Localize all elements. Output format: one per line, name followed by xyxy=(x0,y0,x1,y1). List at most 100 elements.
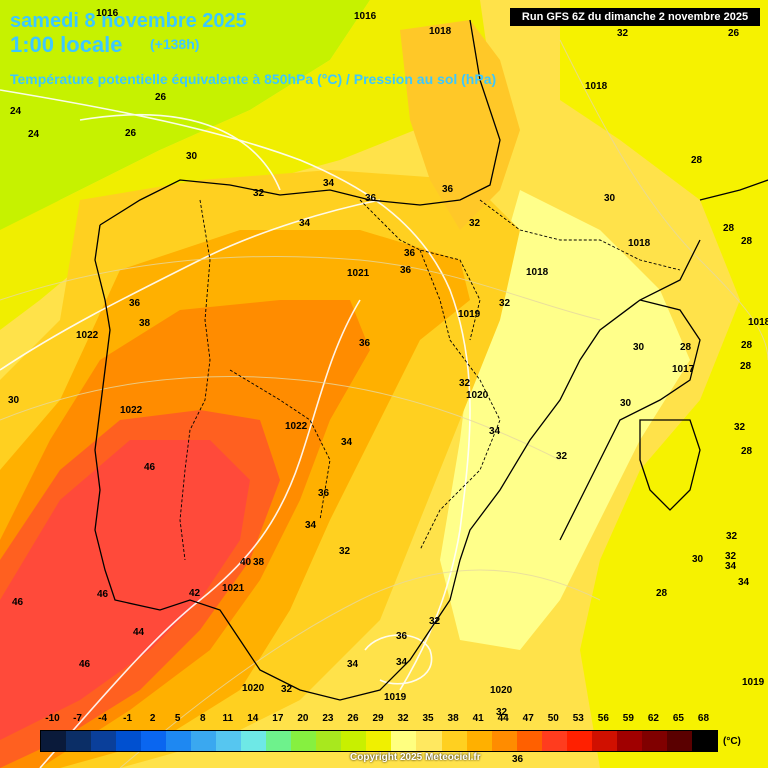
pressure-label: 1020 xyxy=(466,390,489,401)
temp-label: 38 xyxy=(139,318,151,329)
temp-label: 30 xyxy=(620,398,632,409)
bottom-temp-label: 36 xyxy=(512,754,524,765)
legend-swatch xyxy=(166,731,192,751)
temp-label: 30 xyxy=(604,193,616,204)
red-core-region xyxy=(0,440,250,740)
temp-label: 26 xyxy=(728,28,740,39)
temp-label: 34 xyxy=(396,657,408,668)
temp-label: 32 xyxy=(499,298,511,309)
yellow-region-north xyxy=(0,0,490,330)
temp-label: 36 xyxy=(404,248,416,259)
run-banner: Run GFS 6Z du dimanche 2 novembre 2025 xyxy=(510,8,760,26)
legend-tick-label: 17 xyxy=(272,713,284,724)
temp-label: 36 xyxy=(359,338,371,349)
legend-tick-label: 8 xyxy=(199,713,206,724)
isobars xyxy=(0,89,471,768)
legend-tick-label: 26 xyxy=(347,713,359,724)
pressure-label: 1018 xyxy=(429,26,452,37)
legend-swatch xyxy=(691,731,717,751)
legend-swatch xyxy=(141,731,167,751)
legend-tick-label: 68 xyxy=(697,713,710,724)
legend-swatch xyxy=(366,731,392,751)
temp-label: 24 xyxy=(10,106,22,117)
legend-tick-label: -4 xyxy=(98,713,108,724)
pressure-label: 1019 xyxy=(458,309,481,320)
temp-label: 28 xyxy=(741,340,753,351)
pressure-label: 1021 xyxy=(222,583,245,594)
temp-label: 32 xyxy=(734,422,746,433)
pressure-label: 1022 xyxy=(76,330,99,341)
temp-label: 30 xyxy=(692,554,704,565)
legend-swatch xyxy=(191,731,217,751)
temp-label: 28 xyxy=(691,155,703,166)
legend-swatch xyxy=(491,731,517,751)
temp-label: 38 xyxy=(253,557,265,568)
legend-tick-label: 65 xyxy=(672,713,684,724)
legend-swatch xyxy=(41,731,67,751)
legend-tick-label: 41 xyxy=(472,713,484,724)
pressure-label: 1022 xyxy=(120,405,143,416)
legend-ticks: -10 -7 -4 -1 2 5 8 11 14 17 20 23 26 29 32 35 38 41 44 47 50… xyxy=(40,713,716,727)
temp-label: 36 xyxy=(400,265,412,276)
temp-label: 32 xyxy=(469,218,481,229)
legend-tick-label: 2 xyxy=(149,713,156,724)
temp-label: 36 xyxy=(129,298,141,309)
temp-label: 32 xyxy=(339,546,351,557)
yellow-region-east xyxy=(560,0,768,768)
pressure-label: 1022 xyxy=(285,421,308,432)
copyright: Copyright 2025 Meteociel.fr xyxy=(350,752,481,763)
temp-label: 40 xyxy=(240,557,252,568)
legend-swatch xyxy=(241,731,267,751)
temp-label: 30 xyxy=(186,151,198,162)
legend-swatch xyxy=(591,731,617,751)
temp-label: 28 xyxy=(680,342,692,353)
legend-tick-label: 50 xyxy=(547,713,559,724)
legend-colorbar xyxy=(40,730,718,752)
temp-label: 46 xyxy=(79,659,91,670)
legend-unit: (°C) xyxy=(723,736,741,747)
temp-label: 30 xyxy=(8,395,20,406)
legend-tick-label: -1 xyxy=(123,713,133,724)
forecast-date: samedi 8 novembre 2025 xyxy=(10,10,247,32)
legend-tick-label: 44 xyxy=(497,713,509,724)
legend-swatch xyxy=(66,731,92,751)
temp-label: 34 xyxy=(323,178,335,189)
legend-swatch xyxy=(216,731,242,751)
country-borders xyxy=(179,199,681,561)
legend-swatch xyxy=(416,731,442,751)
temp-label: 28 xyxy=(741,446,753,457)
temp-label: 26 xyxy=(155,92,167,103)
legend-tick-label: 53 xyxy=(572,713,584,724)
legend-swatch xyxy=(616,731,642,751)
legend-tick-label: 35 xyxy=(422,713,434,724)
temp-label: 46 xyxy=(144,462,156,473)
temp-label: 24 xyxy=(28,129,40,140)
orange-channel-north xyxy=(400,20,520,230)
legend-swatch xyxy=(316,731,342,751)
temp-label: 36 xyxy=(396,631,408,642)
pressure-label: 1020 xyxy=(490,685,513,696)
legend-swatch xyxy=(641,731,667,751)
legend-tick-label: 32 xyxy=(397,713,409,724)
temp-label: 28 xyxy=(741,236,753,247)
forecast-lead: (+138h) xyxy=(150,36,200,52)
legend-tick-label: 59 xyxy=(622,713,634,724)
legend-tick-label: 56 xyxy=(597,713,609,724)
temp-label: 28 xyxy=(740,361,752,372)
pressure-label: 1021 xyxy=(347,268,370,279)
legend-tick-label: -7 xyxy=(73,713,82,724)
temp-label: 32 xyxy=(496,707,508,718)
pressure-label: 1019 xyxy=(384,692,407,703)
temp-label: 34 xyxy=(347,659,359,670)
legend-tick-label: 29 xyxy=(372,713,384,724)
pressure-label: 1019 xyxy=(742,677,765,688)
cold-region-northwest xyxy=(0,0,370,240)
temp-label: 34 xyxy=(299,218,311,229)
temp-label: 34 xyxy=(341,437,353,448)
parameter-title: Température potentielle équivalente à 85… xyxy=(10,71,497,87)
temp-label: 28 xyxy=(656,588,668,599)
pressure-label: 1017 xyxy=(672,364,695,375)
temp-label: 32 xyxy=(725,551,737,562)
temp-label: 28 xyxy=(723,223,735,234)
temp-label: 26 xyxy=(125,128,137,139)
